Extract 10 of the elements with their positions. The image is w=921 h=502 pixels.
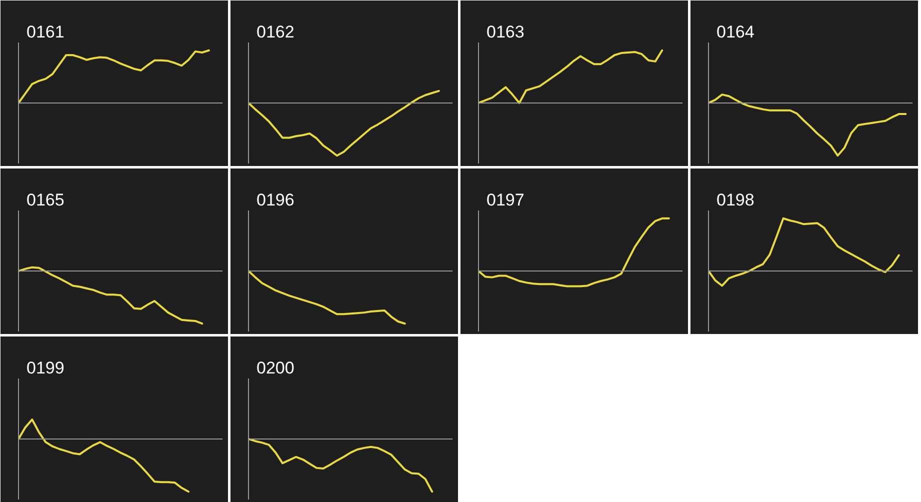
chart-title: 0165 [26,190,64,210]
chart-title: 0199 [26,358,64,378]
chart-title: 0200 [256,358,294,378]
chart-title: 0162 [256,22,294,42]
chart-title: 0163 [486,22,524,42]
chart-title: 0197 [486,190,524,210]
chart-title: 0161 [26,22,64,42]
chart-title: 0198 [716,190,754,210]
chart-title: 0196 [256,190,294,210]
chart-title: 0164 [716,22,754,42]
